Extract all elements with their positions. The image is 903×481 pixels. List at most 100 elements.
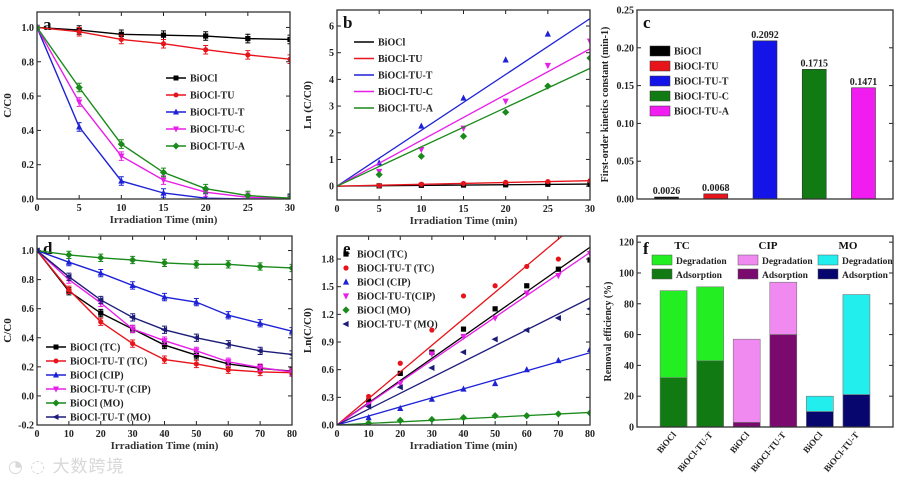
x-tick-label: 20 [201, 203, 211, 214]
x-tick-label: 50 [490, 429, 500, 440]
legend-item: BiOCl-TU-T (CIP) [46, 385, 151, 396]
data-point [460, 326, 467, 332]
category-label: BiOCl-TU-T [822, 430, 861, 474]
data-point [97, 269, 104, 276]
data-point [554, 314, 561, 322]
data-point [492, 315, 499, 322]
data-point [460, 333, 467, 341]
y-tick-label: 0.00 [617, 195, 635, 206]
x-tick-label: 10 [416, 204, 426, 215]
legend-marker [173, 75, 179, 81]
data-point [118, 177, 125, 184]
data-point [65, 251, 73, 259]
data-point [192, 334, 199, 341]
series-biocl-tu-a [37, 23, 290, 199]
data-point [524, 263, 530, 270]
legend-item: BiOCl-TU [649, 60, 718, 73]
legend-item: BiOCl (MO) [342, 306, 411, 317]
data-point [586, 54, 590, 62]
data-point [524, 283, 530, 289]
data-point [160, 177, 167, 184]
y-tick-label: 1 [329, 155, 334, 166]
panel-letter: c [643, 13, 651, 32]
data-point [75, 83, 83, 92]
y-axis-label: First-order kinetics constant (min-1) [600, 27, 611, 183]
legend-label: BiOCl-TU-C [674, 92, 729, 103]
data-label: 0.0026 [653, 186, 681, 197]
legend-marker [342, 320, 349, 328]
legend-item: BiOCl-TU-C [649, 90, 729, 103]
legend-marker [173, 126, 179, 133]
y-tick-label: 100 [619, 268, 634, 279]
data-point [65, 258, 72, 265]
category-label: BiOCl [801, 429, 825, 455]
legend-label: Degradation [762, 257, 813, 267]
group-label-cip: CIP [759, 240, 778, 252]
data-point [459, 414, 468, 422]
y-tick-label: 0.6 [322, 365, 335, 376]
panel-f: 0 20 40 60 80 100 120 Removal efficiency (%) f Bi… [603, 235, 894, 474]
x-tick-label: 30 [128, 429, 138, 440]
data-point [396, 416, 404, 424]
watermark-logo: ◔ ◌ 大数跨境 [8, 457, 125, 477]
data-point [160, 32, 167, 38]
x-tick-label: 15 [459, 204, 469, 215]
fit-line [337, 67, 590, 187]
y-tick-label: 1.2 [322, 310, 335, 321]
plot-area [337, 18, 590, 189]
legend-label: BiOCl [190, 74, 217, 85]
data-point [366, 398, 372, 404]
error-bar [287, 34, 290, 45]
x-tick-label: 10 [364, 429, 374, 440]
error-bar [289, 263, 292, 273]
data-point [288, 327, 292, 334]
data-point [555, 273, 562, 280]
panel-c: 0.00 0.05 0.10 0.15 0.20 0.25 First-order kine… [600, 6, 894, 206]
data-point [257, 319, 264, 326]
legend-item: BiOCl-TU-A [166, 142, 246, 153]
x-tick-label: 70 [553, 429, 563, 440]
legend-swatch [817, 254, 839, 266]
bar-adsorption [769, 334, 798, 427]
group-label-mo: MO [839, 240, 858, 252]
error-bar [287, 54, 290, 64]
data-point [459, 132, 468, 140]
panel-b: 0 1 2 3 4 5 6 0 5 10 15 20 25 30 Irradiation Time (min… [302, 9, 595, 227]
legend-item: BiOCl [166, 74, 217, 85]
y-tick-label: 5 [329, 48, 334, 59]
error-bar [287, 194, 290, 199]
data-point [586, 250, 590, 258]
data-point [502, 98, 509, 105]
x-tick-label: 25 [243, 203, 253, 214]
data-point [460, 293, 467, 299]
series-biocl-cip- [37, 246, 292, 336]
data-point [586, 409, 590, 417]
data-point [245, 52, 251, 58]
x-tick-label: 5 [77, 203, 82, 214]
plot-frame [336, 235, 591, 426]
y-tick-label: 1.8 [322, 255, 335, 266]
y-axis-label: C/C0 [2, 318, 14, 343]
bar-degradation [696, 286, 724, 362]
legend-label: BiOCl-TU [674, 62, 718, 73]
x-tick-label: 30 [585, 204, 595, 215]
data-point [396, 384, 403, 391]
data-point [460, 94, 467, 101]
category-label: BiOCl [728, 429, 752, 455]
data-point [397, 380, 404, 388]
y-tick-label: 0.4 [22, 333, 35, 344]
data-point [460, 385, 467, 392]
bar-adsorption [806, 411, 834, 427]
watermark-text: 大数跨境 [52, 457, 125, 477]
x-tick-label: 0 [35, 429, 40, 440]
bar-adsorption [696, 360, 724, 427]
legend-swatch [649, 60, 671, 72]
y-tick-label: 0.6 [22, 304, 35, 315]
legend-label: BiOCl (TC) [70, 343, 120, 354]
category-label: BiOCl [655, 429, 679, 455]
data-point [193, 352, 199, 358]
data-point [118, 36, 124, 43]
legend-item: BiOCl-TU-T [354, 71, 433, 82]
legend-item: BiOCl-TU-T (MO) [342, 320, 438, 331]
data-point [193, 298, 200, 305]
